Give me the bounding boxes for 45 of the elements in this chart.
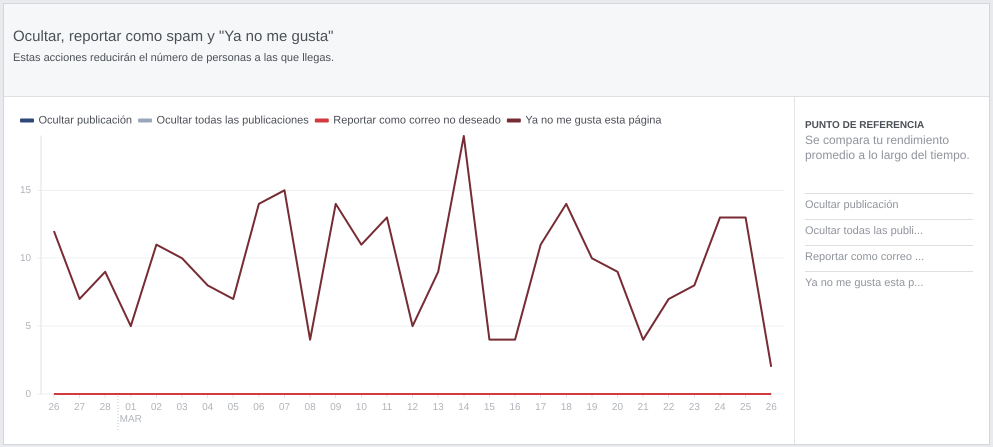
legend-label: Reportar como correo no deseado bbox=[333, 114, 501, 127]
x-tick-label: 26 bbox=[766, 402, 778, 413]
x-tick-label: 10 bbox=[356, 402, 368, 413]
x-tick-label: 20 bbox=[612, 402, 624, 413]
text: Se compara tu rendimiento promedio a lo largo del tiempo. bbox=[805, 133, 971, 163]
legend-label: Ya no me gusta esta página bbox=[525, 114, 662, 127]
chart-subtitle: Estas acciones reducirán el número de personas a las que llegas. bbox=[13, 52, 334, 64]
x-tick-label: 27 bbox=[74, 402, 86, 413]
x-tick-label: 11 bbox=[382, 402, 393, 413]
text: Ya no me gusta esta p... bbox=[805, 271, 973, 297]
x-tick-label: 04 bbox=[202, 402, 214, 413]
x-tick-label: 13 bbox=[432, 402, 444, 413]
x-tick-label: 25 bbox=[740, 402, 752, 413]
y-tick-label: 15 bbox=[20, 185, 32, 196]
y-tick-label: 5 bbox=[26, 320, 32, 332]
x-tick-label: 09 bbox=[330, 402, 342, 413]
legend-label: Ocultar publicación bbox=[38, 114, 132, 127]
text: Ocultar publicación bbox=[805, 193, 973, 219]
x-tick-label: 19 bbox=[586, 402, 598, 413]
x-tick-label: 07 bbox=[278, 402, 290, 413]
text: Ocultar todas las publi... bbox=[805, 219, 973, 245]
legend-label: Ocultar todas las publicaciones bbox=[156, 114, 310, 127]
x-tick-label: 24 bbox=[714, 402, 726, 413]
x-tick-label: 21 bbox=[638, 402, 650, 413]
x-tick-label: 14 bbox=[458, 402, 470, 413]
chart-title: Ocultar, reportar como spam y "Ya no me gusta" bbox=[13, 28, 334, 45]
x-tick-label: 22 bbox=[663, 402, 675, 413]
x-tick-label: 28 bbox=[100, 402, 112, 413]
text: Reportar como correo ... bbox=[805, 245, 973, 271]
x-tick-label: 16 bbox=[509, 402, 522, 413]
x-tick-label: 15 bbox=[484, 402, 496, 413]
x-tick-label: 02 bbox=[150, 402, 162, 413]
x-tick-label: 01 MAR bbox=[120, 402, 142, 425]
text: PUNTO DE REFERENCIA bbox=[805, 120, 924, 131]
x-tick-label: 17 bbox=[535, 402, 547, 413]
y-tick-label: 10 bbox=[20, 252, 32, 264]
x-tick-label: 06 bbox=[253, 402, 265, 413]
x-tick-label: 08 bbox=[304, 402, 316, 413]
y-tick-label: 0 bbox=[26, 388, 32, 400]
x-tick-label: 18 bbox=[560, 402, 572, 413]
x-tick-label: 12 bbox=[407, 402, 419, 413]
x-tick-label: 26 bbox=[48, 402, 60, 413]
x-tick-label: 05 bbox=[228, 402, 240, 413]
x-tick-label: 23 bbox=[688, 402, 700, 413]
x-tick-label: 03 bbox=[176, 402, 188, 413]
